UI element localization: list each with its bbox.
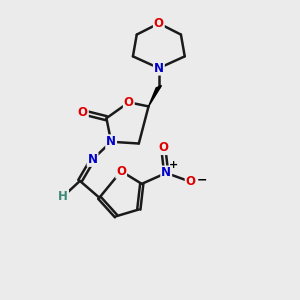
Polygon shape: [148, 85, 161, 106]
Text: N: N: [88, 153, 98, 166]
Text: −: −: [196, 174, 207, 187]
Text: O: O: [154, 17, 164, 30]
Text: O: O: [116, 165, 126, 178]
Text: O: O: [186, 175, 196, 188]
Text: +: +: [169, 160, 178, 170]
Text: O: O: [158, 141, 168, 154]
Text: N: N: [106, 135, 116, 148]
Text: O: O: [124, 96, 134, 109]
Text: N: N: [154, 61, 164, 75]
Text: N: N: [161, 167, 171, 179]
Text: H: H: [58, 190, 68, 203]
Text: O: O: [78, 106, 88, 119]
